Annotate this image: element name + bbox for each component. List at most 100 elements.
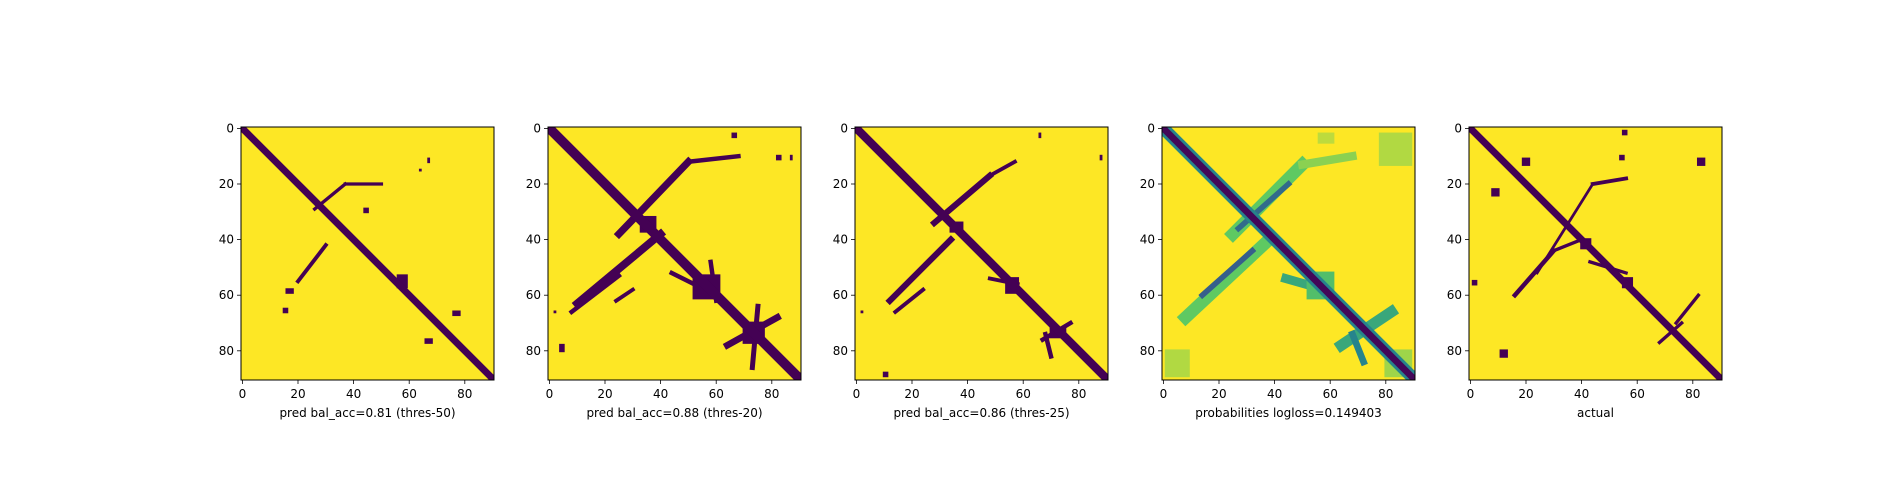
- subplot-2-region-12: [731, 132, 738, 139]
- subplot-2-ytick-label-0: 0: [533, 121, 541, 135]
- subplot-5-ytick-label-1: 20: [1447, 177, 1462, 191]
- subplot-3-region-2: [885, 235, 956, 306]
- subplot-5-xtick-label-1: 20: [1518, 387, 1533, 401]
- subplot-4-xtick-label-4: 80: [1378, 387, 1393, 401]
- subplot-3-xtick-label-1: 20: [904, 387, 919, 401]
- subplot-1-ytick-label-4: 80: [219, 344, 234, 358]
- subplot-2-diagonal: [548, 127, 801, 380]
- subplot-5-xtick-label-3: 60: [1630, 387, 1645, 401]
- subplot-4-region-7: [1348, 329, 1368, 367]
- subplot-5-xtick-label-2: 40: [1574, 387, 1589, 401]
- subplot-3-region-10: [1038, 132, 1042, 139]
- subplot-5-region-11: [1521, 157, 1531, 166]
- subplot-4-xtick-label-2: 40: [1267, 387, 1282, 401]
- subplot-5-region-10: [1491, 188, 1500, 197]
- subplot-2-xtick-label-0: 0: [546, 387, 554, 401]
- subplot-4-region-3: [1176, 230, 1278, 327]
- subplot-5-region-9: [1499, 349, 1508, 358]
- subplot-2-heatmap: [548, 127, 801, 380]
- subplot-1-ytick-label-0: 0: [226, 121, 234, 135]
- subplot-1-region-2: [295, 242, 329, 285]
- subplot-3-frame: [854, 126, 1109, 381]
- subplot-2-xtick-label-1: 20: [597, 387, 612, 401]
- subplot-3-xtick-label-4: 80: [1071, 387, 1086, 401]
- subplot-5-region-3: [1511, 247, 1557, 299]
- subplot-4-frame: [1161, 126, 1416, 381]
- subplot-2-xlabel: pred bal_acc=0.88 (thres-20): [586, 406, 762, 420]
- subplot-2-region-4: [613, 286, 636, 304]
- subplot-3-ytick-label-1: 20: [833, 177, 848, 191]
- subplot-1-region-3: [396, 274, 408, 289]
- subplot-3-ytick-label-4: 80: [833, 344, 848, 358]
- subplot-1-xtick-label-0: 0: [239, 387, 247, 401]
- subplot-5-xlabel: actual: [1577, 406, 1614, 420]
- subplot-3-xtick-label-0: 0: [853, 387, 861, 401]
- subplot-5-region-5: [1673, 292, 1701, 326]
- subplot-4-ytick-label-4: 80: [1140, 344, 1155, 358]
- subplot-5-ytick-label-2: 40: [1447, 233, 1462, 247]
- subplot-1-region-5: [424, 338, 433, 344]
- subplot-1-diagonal: [241, 127, 494, 380]
- subplot-1-ytick-label-1: 20: [219, 177, 234, 191]
- subplot-4-ytick-label-3: 60: [1140, 288, 1155, 302]
- subplot-1-xlabel: pred bal_acc=0.81 (thres-50): [279, 406, 455, 420]
- subplot-2-xtick-label-3: 60: [709, 387, 724, 401]
- subplot-2-xtick-label-4: 80: [764, 387, 779, 401]
- subplot-4-xlabel: probabilities logloss=0.149403: [1195, 406, 1382, 420]
- subplot-4-region-9: [1164, 349, 1190, 378]
- subplot-1-region-6: [427, 157, 431, 164]
- subplot-3-region-3: [892, 286, 926, 315]
- subplot-3-xtick-label-2: 40: [960, 387, 975, 401]
- subplot-4-xtick-label-3: 60: [1323, 387, 1338, 401]
- subplot-1-frame: [240, 126, 495, 381]
- subplot-2-ytick-label-4: 80: [526, 344, 541, 358]
- subplot-2-region-1: [685, 153, 741, 165]
- subplot-1-xtick-label-2: 40: [346, 387, 361, 401]
- subplot-5-diagonal: [1469, 127, 1722, 380]
- subplot-5-xtick-label-0: 0: [1467, 387, 1475, 401]
- subplot-4-xtick-label-0: 0: [1160, 387, 1168, 401]
- subplot-2-region-16: [789, 154, 793, 161]
- subplot-5-heatmap: [1469, 127, 1722, 380]
- subplot-3-region-1: [987, 159, 1018, 179]
- subplot-4-region-2: [1297, 151, 1358, 170]
- subplot-5-region-4: [1551, 237, 1584, 253]
- subplot-2-region-0: [613, 156, 694, 240]
- subplot-3-ytick-label-0: 0: [840, 121, 848, 135]
- subplot-5: 0 20 40 60 80 0 20 40 60 80 actual: [1447, 121, 1723, 420]
- subplot-3-region-11: [1099, 154, 1103, 161]
- subplot-2-xtick-label-2: 40: [653, 387, 668, 401]
- subplot-4-heatmap: [1162, 127, 1415, 380]
- subplot-5-ytick-label-3: 60: [1447, 288, 1462, 302]
- subplot-3-xtick-label-3: 60: [1016, 387, 1031, 401]
- subplot-2-region-15: [553, 310, 557, 314]
- subplot-5-frame: [1468, 126, 1723, 381]
- subplot-1-region-7: [418, 168, 422, 172]
- subplot-3-ytick-label-3: 60: [833, 288, 848, 302]
- subplot-4-ytick-label-2: 40: [1140, 233, 1155, 247]
- subplot-3-heatmap: [855, 127, 1108, 380]
- subplot-5-xtick-label-4: 80: [1685, 387, 1700, 401]
- subplot-2-ytick-label-1: 20: [526, 177, 541, 191]
- subplot-1-heatmap: [241, 127, 494, 380]
- subplot-1-ytick-label-3: 60: [219, 288, 234, 302]
- subplot-3-ytick-label-2: 40: [833, 233, 848, 247]
- subplot-3-diagonal: [855, 127, 1108, 380]
- subplot-1-region-9: [282, 307, 289, 314]
- subplot-2-region-13: [775, 154, 782, 161]
- subplot-1-xtick-label-4: 80: [457, 387, 472, 401]
- subplot-2-frame: [547, 126, 802, 381]
- subplot-2-region-2: [571, 228, 667, 310]
- subplot-4-region-12: [1317, 132, 1335, 144]
- subplot-5-region-12: [1696, 157, 1706, 166]
- subplot-3-region-6: [1042, 331, 1054, 360]
- subplot-2-ytick-label-3: 60: [526, 288, 541, 302]
- subplot-4: 0 20 40 60 80 0 20 40 60 80 probabilities logloss=…: [1140, 121, 1416, 420]
- subplot-1-region-4: [452, 310, 461, 317]
- subplot-1-region-8: [285, 288, 294, 294]
- subplot-1-region-10: [363, 207, 369, 214]
- subplot-5-region-13: [1621, 129, 1628, 136]
